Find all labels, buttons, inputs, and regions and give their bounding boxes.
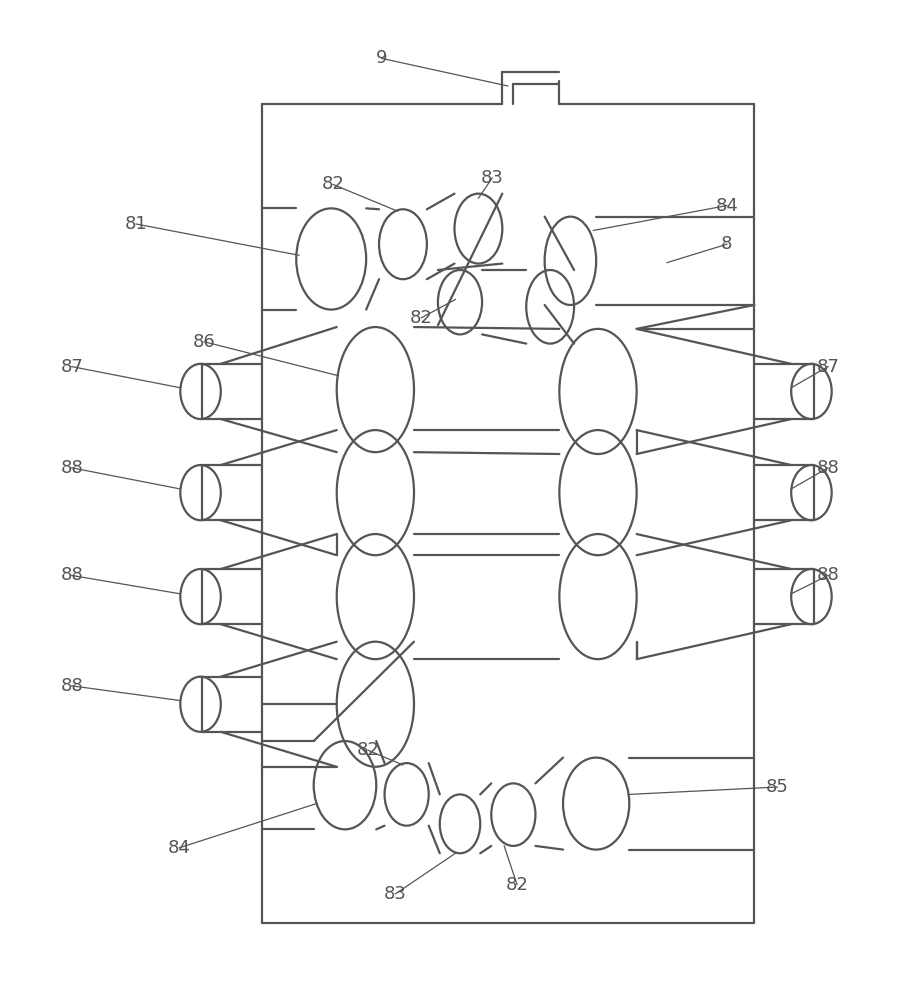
Text: 9: 9 [376,49,387,67]
Text: 85: 85 [766,778,788,796]
Text: 84: 84 [715,197,737,215]
Text: 82: 82 [505,876,528,894]
Text: 84: 84 [168,839,190,857]
Text: 83: 83 [481,169,503,187]
Text: 8: 8 [720,235,732,253]
Text: 82: 82 [322,175,344,193]
Text: 88: 88 [61,677,83,695]
Text: 82: 82 [357,741,379,759]
Text: 88: 88 [816,459,838,477]
Text: 88: 88 [61,459,83,477]
Text: 83: 83 [384,885,406,903]
Text: 87: 87 [816,358,838,376]
Text: 82: 82 [410,309,432,327]
Text: 81: 81 [125,215,147,233]
Text: 86: 86 [193,333,215,351]
Text: 88: 88 [816,566,838,584]
Text: 88: 88 [61,566,83,584]
Text: 87: 87 [61,358,83,376]
